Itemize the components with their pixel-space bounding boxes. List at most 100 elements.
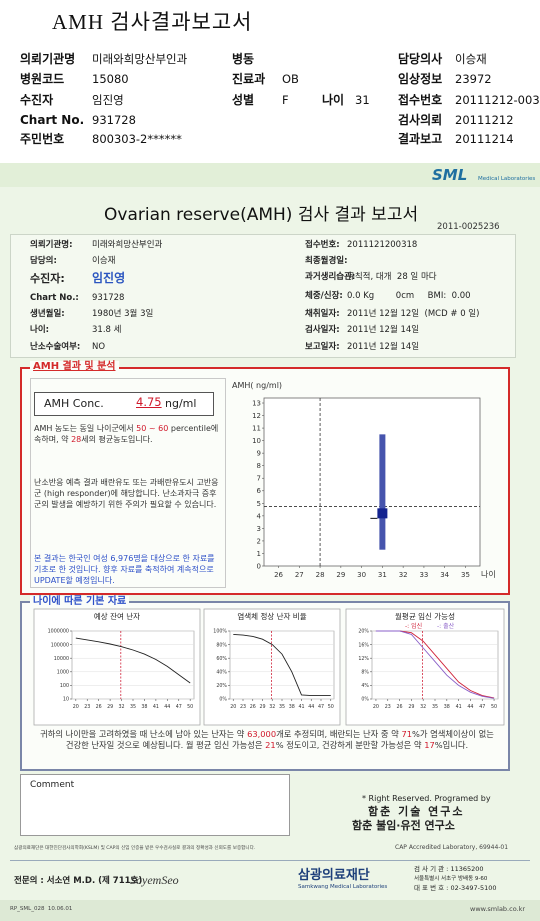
x-tick-label: 32 [269, 704, 275, 710]
y-tick-label: 40% [216, 669, 227, 675]
x-tick-label: 44 [164, 704, 170, 710]
text-segment: 71 [401, 729, 412, 739]
x-tick-label: 38 [289, 704, 295, 710]
whisker-range [379, 434, 386, 550]
section-title: 나이에 따른 기본 자료 [30, 596, 130, 608]
y-tick-label: 13 [252, 399, 261, 407]
x-tick-label: 47 [479, 704, 485, 710]
patient-value: 2011년 12월 12일 (MCD # 0 일) [347, 309, 480, 319]
conc-unit: ng/ml [165, 397, 197, 410]
field-value: F [282, 93, 289, 107]
x-tick-label: 41 [153, 704, 159, 710]
patient-label: Chart No.: [30, 293, 79, 303]
patient-value: 2011년 12월 14일 [347, 325, 420, 335]
field-label: 병원코드 [20, 72, 65, 86]
x-tick-label: 38 [141, 704, 147, 710]
text-segment: 28 [71, 434, 82, 444]
scan-top-band [0, 163, 540, 187]
x-tick-label: 38 [444, 704, 450, 710]
text-segment: % 정도이고, 건강하게 분만할 가능성은 약 [275, 740, 425, 751]
field-value: 20111212 [455, 113, 514, 127]
patient-label: 접수번호: [305, 240, 340, 250]
y-tick-label: 11 [252, 425, 261, 433]
y-tick-label: 100000 [51, 642, 69, 648]
patient-label: 검사일자: [305, 325, 340, 335]
summary: 귀하의 나이만을 고려하였을 때 난소에 남아 있는 난자는 약 63,000개… [36, 729, 498, 751]
field-value: 이승재 [455, 52, 487, 66]
x-tick-label: 28 [316, 571, 325, 579]
report-id: 2011-0025236 [437, 222, 500, 232]
credit-line: * Right Reserved. Programed by [362, 794, 491, 803]
y-tick-label: 10 [252, 437, 261, 445]
field-label: 성별 [232, 93, 255, 107]
patient-label: 과거생리습관: [305, 272, 356, 282]
y-tick-label: 5 [257, 500, 261, 508]
y-axis-label: AMH( ng/ml) [232, 381, 282, 390]
y-tick-label: 0% [361, 697, 369, 703]
patient-label: 수진자: [30, 272, 65, 285]
text-segment: 난소반응 예측 결과 배란유도 또는 과배란유도시 고반응군 (high res… [34, 478, 219, 509]
y-tick-label: 1 [257, 550, 261, 558]
x-tick-label: 23 [385, 704, 391, 710]
y-tick-label: 3 [257, 525, 261, 533]
header-title: AMH 검사결과보고서 [52, 10, 253, 34]
x-tick-label: 29 [408, 704, 414, 710]
mini-chart: 염색체 정상 난자 비율 0% 20% 40% 60% 80% 100% 20 23 26 29 32… [203, 608, 341, 726]
footer-cap: CAP Accredited Laboratory, 69944-01 [395, 844, 509, 851]
y-tick-label: 20% [216, 683, 227, 689]
patient-box [10, 234, 516, 358]
x-tick-label: 44 [308, 704, 314, 710]
field-label: 나이 [322, 93, 345, 107]
form-code: RP_SML_028 10.06.01 [10, 906, 73, 912]
y-tick-label: 9 [257, 450, 261, 458]
patient-value: 규칙적, 대개 28 일 마다 [347, 272, 437, 282]
patient-value: 931728 [92, 293, 125, 303]
y-tick-label: 12% [358, 656, 369, 662]
x-tick-label: 26 [274, 571, 283, 579]
x-tick-label: 41 [456, 704, 462, 710]
legend-entry: -: 임신 [405, 622, 422, 630]
field-label: Chart No. [20, 113, 85, 127]
section-title: AMH 결과 및 분석 [30, 361, 119, 373]
y-tick-label: 1000 [57, 669, 69, 675]
footer-info: 서울특별시 서초구 방배동 9-60 [414, 876, 488, 882]
field-label: 진료과 [232, 72, 266, 86]
x-tick-label: 29 [259, 704, 265, 710]
x-tick-label: 32 [420, 704, 426, 710]
x-tick-label: 20 [230, 704, 236, 710]
x-tick-label: 32 [119, 704, 125, 710]
y-tick-label: 16% [358, 642, 369, 648]
x-tick-label: 26 [397, 704, 403, 710]
plot-area [263, 397, 481, 567]
x-tick-label: 35 [130, 704, 136, 710]
x-tick-label: 20 [73, 704, 79, 710]
text-segment: percentile에 속하며, 약 [34, 424, 219, 444]
patient-value: NO [92, 342, 106, 352]
y-tick-label: 8 [257, 462, 261, 470]
x-tick-label: 35 [432, 704, 438, 710]
y-tick-label: 12 [252, 412, 261, 420]
x-tick-label: 50 [187, 704, 193, 710]
panel [33, 608, 201, 726]
signature: SoyemSeo [130, 873, 179, 887]
x-tick-label: 30 [357, 571, 366, 579]
y-tick-label: 80% [216, 642, 227, 648]
mini-chart: 월평균 임신 가능성 0% 4% 8% 12% 16% 20% 20 23 26 29 32 35 38 4… [345, 608, 505, 726]
x-tick-label: 35 [461, 571, 470, 579]
x-tick-label: 33 [419, 571, 428, 579]
x-tick-label: 50 [328, 704, 334, 710]
field-value: 미래와희망산부인과 [92, 52, 188, 66]
text-segment: 17 [424, 740, 435, 751]
y-tick-label: 0 [257, 562, 261, 570]
text-segment: 63,000 [247, 729, 277, 739]
field-value: 931728 [92, 113, 136, 127]
patient-label: 의뢰기관명: [30, 240, 73, 250]
patient-label: 나이: [30, 325, 50, 335]
patient-value: 이승재 [92, 256, 116, 266]
y-tick-label: 100% [213, 629, 227, 635]
comment-box [20, 774, 290, 836]
y-tick-label: 100 [60, 683, 69, 689]
x-tick-label: 26 [250, 704, 256, 710]
patient-label: 채취일자: [305, 309, 340, 319]
